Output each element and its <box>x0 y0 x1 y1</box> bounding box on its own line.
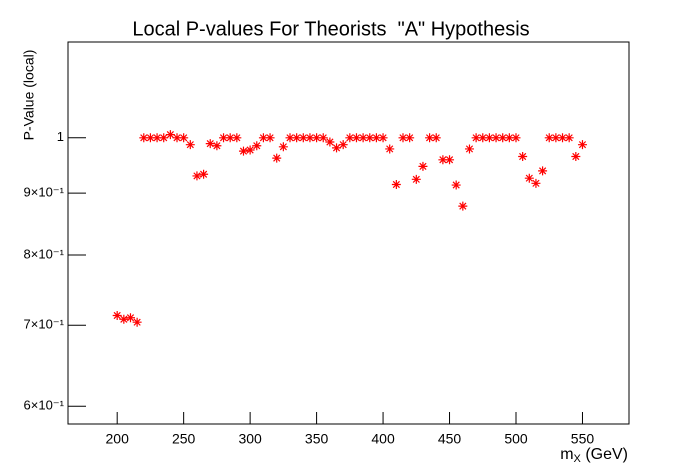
y-tick-label: 7×10⁻¹ <box>24 317 65 332</box>
data-point <box>371 133 381 143</box>
x-label-unit: (GeV) <box>585 446 628 463</box>
data-point <box>378 133 388 143</box>
data-point <box>425 133 435 143</box>
data-point <box>351 133 361 143</box>
y-tick-label: 1 <box>57 129 64 144</box>
data-point <box>491 133 501 143</box>
x-tick-label: 250 <box>172 431 196 447</box>
data-point <box>458 201 468 211</box>
data-point <box>365 133 375 143</box>
x-tick-label: 350 <box>305 431 329 447</box>
data-point <box>238 146 248 156</box>
data-point <box>518 152 528 162</box>
data-point <box>418 161 428 171</box>
data-point <box>564 133 574 143</box>
data-point <box>292 133 302 143</box>
data-point <box>391 179 401 189</box>
x-tick-label: 400 <box>371 431 395 447</box>
data-point <box>498 133 508 143</box>
data-point <box>205 139 215 149</box>
data-point <box>145 133 155 143</box>
x-tick-label: 200 <box>106 431 130 447</box>
data-point <box>438 155 448 165</box>
plot-frame <box>67 41 630 425</box>
data-point <box>577 140 587 150</box>
data-point <box>431 133 441 143</box>
data-point <box>125 313 135 323</box>
data-point <box>265 133 275 143</box>
data-point <box>252 141 262 151</box>
data-point <box>405 133 415 143</box>
data-point <box>445 155 455 165</box>
data-point <box>345 133 355 143</box>
data-point <box>471 133 481 143</box>
data-point <box>119 314 129 324</box>
data-point <box>165 130 175 140</box>
x-tick-label: 450 <box>438 431 462 447</box>
data-point <box>172 133 182 143</box>
x-label-sub: X <box>574 453 582 465</box>
data-point <box>298 133 308 143</box>
data-point <box>524 173 534 183</box>
data-point <box>325 137 335 147</box>
data-point <box>318 133 328 143</box>
data-point <box>179 133 189 143</box>
x-tick-label: 300 <box>238 431 262 447</box>
x-tick-label: 550 <box>571 431 595 447</box>
data-point <box>571 152 581 162</box>
data-point <box>551 133 561 143</box>
x-tick-label: 500 <box>504 431 528 447</box>
data-point <box>212 141 222 151</box>
data-point <box>398 133 408 143</box>
data-point <box>478 133 488 143</box>
data-point <box>451 180 461 190</box>
data-point <box>358 133 368 143</box>
data-point <box>278 142 288 152</box>
data-point <box>159 133 169 143</box>
data-point <box>112 311 122 321</box>
data-point <box>132 317 142 327</box>
y-axis-label: P-Value (local) <box>21 50 37 141</box>
x-label-main: m <box>560 446 573 463</box>
data-point <box>411 174 421 184</box>
y-tick-label: 6×10⁻¹ <box>24 398 65 413</box>
chart-title: Local P-values For Theorists "A" Hypothe… <box>132 18 529 40</box>
data-point <box>225 133 235 143</box>
data-point <box>305 133 315 143</box>
data-point <box>332 143 342 153</box>
data-point <box>185 140 195 150</box>
data-point <box>139 133 149 143</box>
data-point <box>511 133 521 143</box>
data-point <box>245 145 255 155</box>
data-point <box>484 133 494 143</box>
data-point <box>258 133 268 143</box>
data-point <box>272 153 282 163</box>
data-point <box>219 133 229 143</box>
data-point <box>152 133 162 143</box>
data-point <box>385 144 395 154</box>
y-tick-label: 9×10⁻¹ <box>24 185 65 200</box>
x-axis-label: mX (GeV) <box>560 446 628 465</box>
data-point <box>504 133 514 143</box>
data-point <box>192 171 202 181</box>
data-point <box>199 169 209 179</box>
data-point <box>538 166 548 176</box>
data-point <box>338 140 348 150</box>
data-point <box>232 133 242 143</box>
y-tick-label: 8×10⁻¹ <box>24 246 65 261</box>
data-point <box>544 133 554 143</box>
data-point <box>285 133 295 143</box>
data-point <box>312 133 322 143</box>
data-point <box>464 144 474 154</box>
data-point <box>558 133 568 143</box>
data-point <box>531 178 541 188</box>
